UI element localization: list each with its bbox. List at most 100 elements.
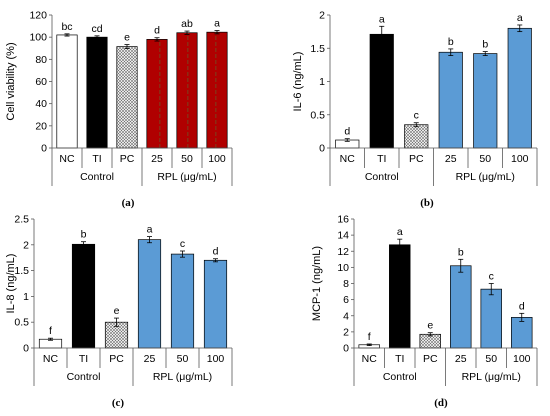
x-tick-label: NC	[59, 153, 75, 165]
significance-letter: c	[414, 110, 419, 122]
x-tick-label: TI	[395, 353, 404, 365]
bar	[511, 317, 533, 349]
x-tick-label: 25	[445, 153, 457, 165]
y-tick-label: 80	[35, 54, 47, 66]
bar	[450, 265, 472, 349]
panel-label: (d)	[434, 397, 448, 409]
x-tick-label: NC	[43, 353, 59, 365]
y-tick-label: 0	[343, 343, 349, 355]
significance-letter: b	[448, 36, 454, 48]
group-label-control: Control	[383, 371, 417, 383]
x-tick-label: TI	[79, 353, 88, 365]
bar	[404, 124, 429, 149]
y-tick-label: 20	[35, 120, 47, 132]
significance-letter: b	[458, 246, 464, 258]
group-label-control: Control	[67, 371, 101, 383]
x-tick-label: 50	[181, 153, 193, 165]
y-tick-label: 1	[319, 76, 325, 88]
x-tick-label: 25	[455, 353, 467, 365]
y-axis-title: Cell viability (%)	[5, 42, 17, 120]
x-tick-label: PC	[109, 353, 124, 365]
bar	[203, 259, 228, 349]
significance-letter: d	[344, 126, 350, 138]
significance-letter: b	[81, 229, 87, 241]
chart-panel-d: 0 2 4 6 8 10 12 14 16 MCP-1 (ng/mL) f a e b c d NC TI PC 25…	[311, 214, 538, 409]
y-tick-label: 8	[343, 278, 349, 290]
bar	[369, 33, 394, 149]
x-tick-label: 50	[485, 353, 497, 365]
x-tick-label: NC	[362, 353, 378, 365]
significance-letter: bc	[61, 21, 72, 33]
y-tick-label: 2	[23, 239, 29, 251]
bar	[86, 36, 108, 149]
y-tick-label: 0	[23, 343, 29, 355]
bar	[56, 34, 78, 149]
x-tick-label: 100	[208, 153, 226, 165]
y-tick-label: 1	[23, 291, 29, 303]
y-tick-label: 0	[41, 143, 47, 155]
y-tick-label: 60	[35, 76, 47, 88]
significance-letter: cd	[91, 23, 102, 35]
bar	[170, 253, 195, 349]
bar	[176, 32, 198, 149]
y-tick-label: 1.5	[14, 265, 29, 277]
significance-letter: ab	[181, 18, 193, 30]
significance-letter: e	[427, 320, 433, 332]
significance-letter: c	[180, 238, 185, 250]
significance-letter: d	[213, 246, 219, 258]
bar	[419, 333, 441, 349]
significance-letter: a	[397, 226, 403, 238]
group-label-rpl: RPL (μg/mL)	[456, 171, 515, 183]
panel-label: (c)	[112, 397, 125, 409]
bar	[438, 51, 463, 149]
significance-letter: a	[214, 18, 220, 30]
x-tick-label: 100	[511, 153, 529, 165]
y-tick-label: 14	[337, 230, 349, 242]
y-tick-label: 2	[319, 10, 325, 22]
y-tick-label: 120	[29, 10, 47, 22]
x-tick-label: PC	[120, 153, 135, 165]
bar	[473, 53, 498, 149]
chart-panel-b: 0 0.5 1 1.5 2 IL-6 (ng/mL) d a c b b a NC TI PC 25 50 100…	[292, 10, 538, 209]
x-tick-label: 50	[177, 353, 189, 365]
bar	[71, 243, 96, 349]
x-tick-label: PC	[409, 153, 424, 165]
significance-letter: d	[519, 300, 525, 312]
y-tick-label: 40	[35, 98, 47, 110]
bar	[480, 288, 502, 349]
group-label-rpl: RPL (μg/mL)	[153, 371, 212, 383]
x-tick-label: 25	[144, 353, 156, 365]
y-tick-label: 4	[343, 310, 349, 322]
chart-panel-a: 0 20 40 60 80 100 120 Cell viability (%) bc cd e d a…	[5, 10, 233, 209]
y-tick-label: 0.5	[14, 317, 29, 329]
group-label-rpl: RPL (μg/mL)	[462, 371, 521, 383]
bar	[116, 46, 138, 149]
significance-letter: d	[154, 25, 160, 37]
y-tick-label: 6	[343, 294, 349, 306]
bar	[389, 244, 411, 349]
panel-label: (a)	[122, 197, 135, 209]
y-tick-label: 12	[337, 246, 349, 258]
y-tick-label: 100	[29, 32, 47, 44]
y-tick-label: 0.5	[310, 109, 325, 121]
x-tick-label: NC	[340, 153, 356, 165]
y-tick-label: 2	[343, 326, 349, 338]
significance-letter: e	[114, 305, 120, 317]
significance-letter: f	[49, 325, 52, 337]
group-label-rpl: RPL (μg/mL)	[157, 171, 216, 183]
y-tick-label: 2.5	[14, 214, 29, 226]
significance-letter: e	[124, 32, 130, 44]
bar	[137, 239, 162, 349]
group-label-control: Control	[365, 171, 399, 183]
y-tick-label: 1.5	[310, 43, 325, 55]
significance-letter: b	[482, 39, 488, 51]
significance-letter: a	[379, 13, 385, 25]
y-axis-title: IL-6 (ng/mL)	[292, 52, 304, 112]
x-tick-label: TI	[377, 153, 386, 165]
x-tick-label: PC	[423, 353, 438, 365]
significance-letter: c	[489, 271, 494, 283]
significance-letter: a	[147, 224, 153, 236]
y-tick-label: 10	[337, 262, 349, 274]
x-tick-label: 100	[513, 353, 531, 365]
